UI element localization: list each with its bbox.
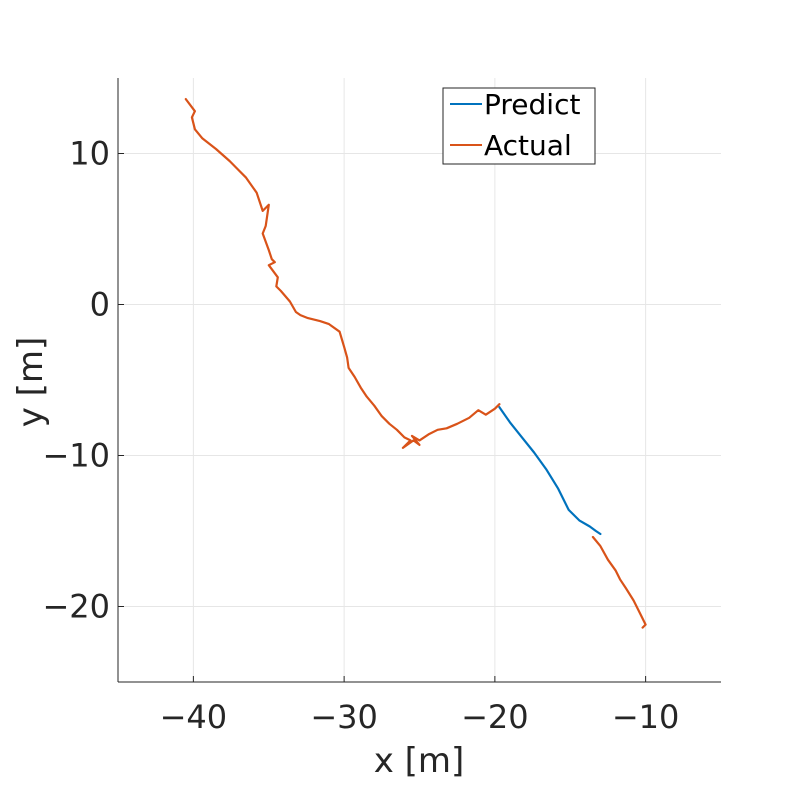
x-tick-label: −30 bbox=[310, 698, 378, 736]
x-tick-labels: −40 −30 −20 −10 bbox=[160, 698, 680, 736]
x-tick-label: −10 bbox=[612, 698, 680, 736]
x-tick-label: −40 bbox=[160, 698, 228, 736]
series-layer bbox=[184, 97, 647, 629]
y-tick-label: −20 bbox=[42, 588, 110, 626]
y-tick-label: 0 bbox=[90, 286, 110, 324]
legend-box bbox=[442, 87, 596, 165]
x-tick-label: −20 bbox=[461, 698, 529, 736]
y-tick-label: −10 bbox=[42, 437, 110, 475]
axes bbox=[117, 78, 721, 683]
plot-background bbox=[118, 78, 721, 682]
y-tick-label: 10 bbox=[69, 135, 110, 173]
y-axis-label: y [m] bbox=[11, 337, 51, 428]
grid-lines bbox=[118, 78, 721, 682]
tick-marks bbox=[118, 153, 647, 682]
series-line-actual-segment-2 bbox=[591, 535, 647, 629]
y-tick-labels: −20 −10 0 10 bbox=[42, 135, 110, 626]
series-line-actual bbox=[184, 97, 501, 449]
series-line-predict bbox=[498, 406, 602, 536]
x-axis-label: x [m] bbox=[374, 741, 465, 781]
legend-label-actual: Actual bbox=[484, 129, 572, 162]
legend-label-predict: Predict bbox=[484, 88, 580, 121]
legend: Predict Actual bbox=[442, 87, 596, 165]
